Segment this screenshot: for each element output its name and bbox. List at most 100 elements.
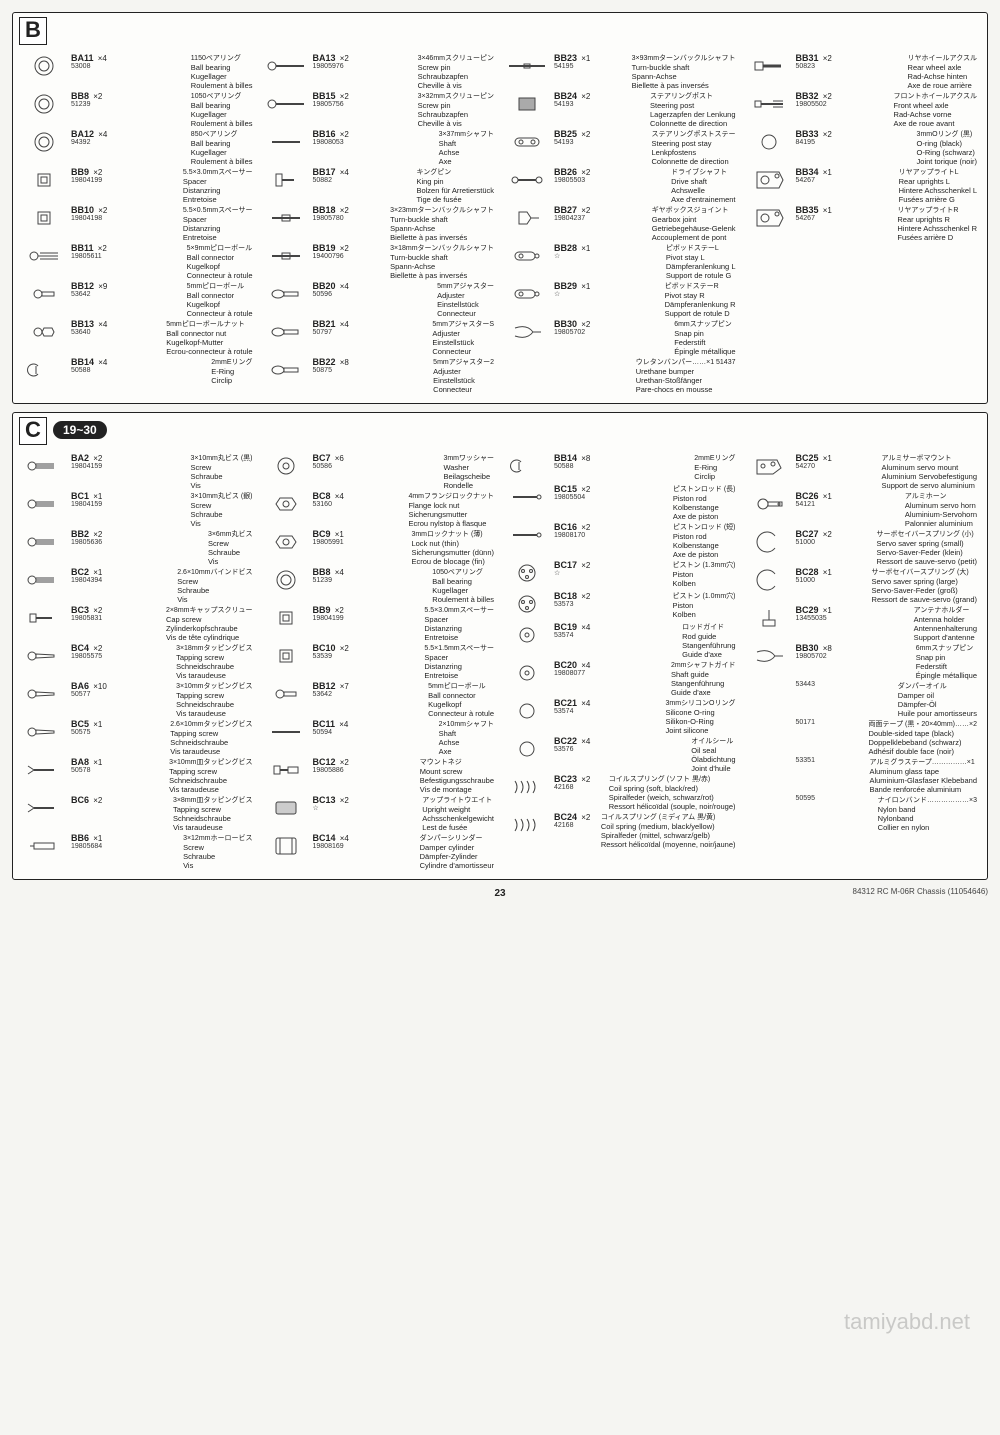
part-qty: ×2 [93,92,102,101]
desc-en: Pivot stay L [666,253,736,262]
desc-fr: Guide d'axe [671,688,736,697]
part-row: BC15 ×219805504ピストンロッド (長)Piston rodKolb… [506,484,736,521]
desc-jp: 5mmピローボール [428,681,494,691]
part-qty: ×2 [581,206,590,215]
part-row: BC27 ×251000サーボセイバースプリング (小)Servo saver … [748,529,978,566]
part-info: BC7 ×650586 [313,453,438,490]
part-description: 850ベアリングBall bearingKugellagerRoulement … [191,129,253,166]
part-description: リヤアップライトRRear uprights RHintere Achssche… [897,205,977,242]
part-description: 1150ベアリングBall bearingKugellagerRoulement… [191,53,253,90]
horn-icon [748,491,790,517]
washer-icon [265,453,307,479]
desc-en: Cap screw [166,615,253,624]
part-info: BB12 ×753642 [313,681,423,718]
desc-fr: Épingle métallique [674,347,735,356]
part-qty: ×2 [581,813,590,822]
part-number: ☆ [554,291,659,299]
part-description: 5.5×1.5mmスペーサーSpacerDistanzringEntretois… [424,643,494,680]
part-number: 53640 [71,329,160,337]
desc-de: Schneidschraube [176,662,252,671]
desc-de: Schraube [190,472,252,481]
desc-jp: アルミサーボマウント [882,453,977,463]
adjuster-icon [265,319,307,345]
part-qty: ×4 [98,358,107,367]
section-b: B BA11 ×4530081150ベアリングBall bearingKugel… [12,12,988,404]
desc-en: Aluminum servo mount [882,463,977,472]
part-info: 50171 [796,719,863,756]
part-code: BC14 [313,833,336,843]
desc-en: Ball bearing [191,139,253,148]
part-description: 3×10mm丸ビス (黒)ScrewSchraubeVis [190,453,252,490]
part-info: BA6 ×1050577 [71,681,170,718]
ering-icon [23,357,65,383]
desc-fr: Axe [439,157,494,166]
part-description: 2mmシャフトガイドShaft guideStangenführungGuide… [671,660,736,697]
desc-fr: Ecrou de blocage (fin) [411,557,494,566]
desc-fr: Ressort de sauve-servo (petit) [877,557,977,566]
part-row: BA2 ×2198041593×10mm丸ビス (黒)ScrewSchraube… [23,453,253,490]
part-info: BB21 ×450797 [313,319,427,356]
desc-fr: Vis de montage [420,785,494,794]
part-info: BB9 ×219804199 [313,605,419,642]
desc-fr: Vis [183,861,252,870]
part-description: 5mmピローボールBall connectorKugelkopfConnecte… [428,681,494,718]
part-row: BA8 ×1505783×10mm皿タッピングビスTapping screwSc… [23,757,253,794]
part-qty: ×1 [823,568,832,577]
part-row: BC29 ×113455035アンテナホルダーAntenna holderAnt… [748,605,978,642]
part-number: 84195 [796,139,911,147]
desc-jp: 2×8mmキャップスクリュー [166,605,253,615]
part-info: BB13 ×453640 [71,319,160,356]
desc-de: Spiralfeder (weich, schwarz/rot) [609,793,736,802]
desc-de: Kugelkopf-Mutter [166,338,252,347]
part-description: 5.5×3.0mmスペーサーSpacerDistanzringEntretois… [183,167,253,204]
part-code: BB32 [796,91,819,101]
part-info: 50595 [796,795,872,832]
part-row: BB31 ×250823リヤホイールアクスルRear wheel axleRad… [748,53,978,90]
part-number: 54267 [796,215,892,223]
part-description: サーボセイバースプリング (大)Servo saver spring (larg… [872,567,977,604]
desc-de: Achse [439,148,494,157]
part-number: ☆ [554,253,660,261]
desc-en: Rear wheel axle [908,63,977,72]
oring-icon [748,129,790,155]
desc-de: Schraube [190,510,252,519]
part-description: 3×18mmターンバックルシャフトTurn-buckle shaftSpann-… [390,243,494,280]
desc-jp: 5mmピローボール [187,281,253,291]
part-row: BC14 ×419808169ダンパーシリンダーDamper cylinderD… [265,833,495,870]
part-row: BB8 ×4512391050ベアリングBall bearingKugellag… [265,567,495,604]
part-description: 3mmワッシャーWasherBeilagscheibeRondelle [443,453,494,490]
part-row: 50595ナイロンバンド………………×3Nylon bandNylonbandC… [748,795,978,832]
ball-icon [23,281,65,307]
desc-jp: 5mmアジャスター [437,281,494,291]
part-info: BB34 ×154267 [796,167,893,204]
desc-jp: ナイロンバンド………………×3 [878,795,977,805]
part-number: 54195 [554,63,626,71]
part-info: BB6 ×119805684 [71,833,177,870]
desc-de: Befestigungsschraube [420,776,494,785]
part-code: BC6 [71,795,89,805]
part-number: 53008 [71,63,185,71]
desc-jp: 6mmスナップピン [916,643,977,653]
desc-en: Shaft [439,729,494,738]
part-info: BB29 ×1☆ [554,281,659,318]
desc-fr: Roulement à billes [432,595,494,604]
desc-jp: 3×23mmターンバックルシャフト [390,205,494,215]
part-qty: ×2 [335,606,344,615]
part-number: ☆ [313,805,417,813]
part-code: BA11 [71,53,94,63]
part-row: BB14 ×4505882mmEリングE-RingCirclip [23,357,253,387]
desc-fr: Fusées arrière D [897,233,977,242]
desc-jp: コイルスプリング (ミディアム 黒/黄) [601,812,736,822]
part-qty: ×7 [340,682,349,691]
desc-jp: オイルシール [691,736,735,746]
part-number: 94392 [71,139,185,147]
spacer-icon [23,167,65,193]
ring-icon [23,129,65,155]
desc-fr: Vis taraudeuse [176,709,252,718]
part-info: BA11 ×453008 [71,53,185,90]
desc-de: Schraubzapfen [418,72,494,81]
part-description: アンテナホルダーAntenna holderAntennenhalterungS… [914,605,977,642]
part-info: BB28 ×1☆ [554,243,660,280]
desc-jp: ピストンロッド (長) [673,484,736,494]
part-qty: ×4 [340,834,349,843]
